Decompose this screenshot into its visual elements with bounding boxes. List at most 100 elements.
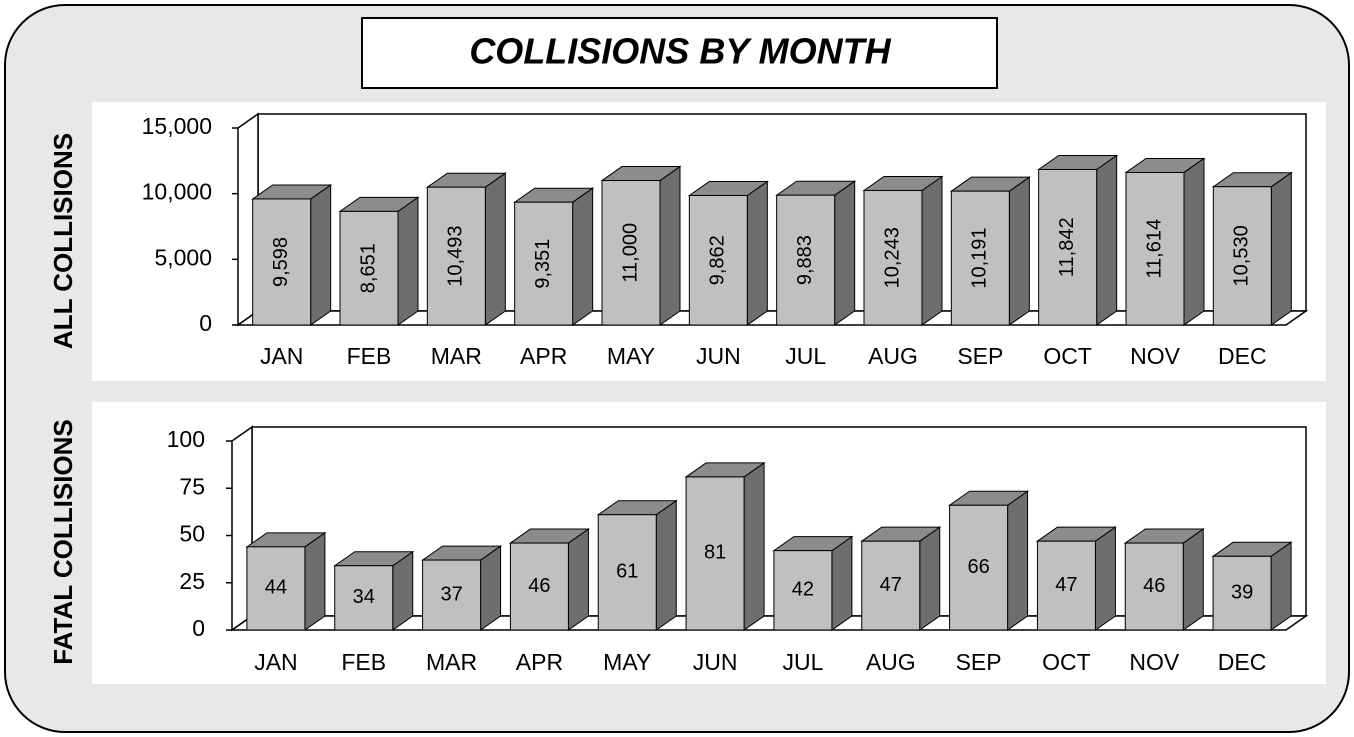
value-label: 66 <box>967 556 989 578</box>
x-tick-label: JUL <box>782 649 823 675</box>
bar-side <box>304 531 326 631</box>
value-label: 10,493 <box>445 226 467 287</box>
bar-side <box>1183 157 1205 326</box>
x-tick-label: SEP <box>957 343 1003 369</box>
value-label: 11,000 <box>619 223 641 283</box>
bar-side <box>1094 526 1116 631</box>
value-label: 46 <box>1143 575 1165 597</box>
bar <box>514 201 574 326</box>
x-tick-label: SEP <box>956 649 1002 675</box>
value-label: 9,883 <box>794 235 816 285</box>
value-label: 42 <box>792 579 814 601</box>
value-label: 9,598 <box>270 237 292 287</box>
x-tick-label: FEB <box>347 343 392 369</box>
bar-side <box>743 461 765 631</box>
x-tick-label: NOV <box>1129 649 1180 675</box>
bar <box>688 194 748 326</box>
bar <box>773 550 833 631</box>
bar <box>1124 542 1184 631</box>
value-label: 8,651 <box>357 243 379 293</box>
bar <box>252 198 312 326</box>
x-tick-label: APR <box>516 649 563 675</box>
x-tick-label: NOV <box>1130 343 1181 369</box>
bar-side <box>919 526 941 631</box>
title-box <box>361 17 998 89</box>
x-tick-label: MAR <box>426 649 477 675</box>
bar-side <box>1007 490 1029 631</box>
value-label: 11,614 <box>1143 219 1165 279</box>
bar <box>949 504 1009 631</box>
x-tick-label: MAY <box>603 649 651 675</box>
x-tick-label: FEB <box>341 649 386 675</box>
bar <box>776 194 836 326</box>
bar-side <box>1270 171 1292 326</box>
y-axis-label: ALL COLLISIONS <box>48 133 78 349</box>
value-label: 44 <box>265 577 287 599</box>
bar <box>950 190 1010 326</box>
value-label: 81 <box>704 542 726 564</box>
bar <box>1036 540 1096 631</box>
bar-side <box>655 499 677 631</box>
bar <box>422 559 482 631</box>
value-label: 34 <box>353 586 375 608</box>
bar <box>685 476 745 631</box>
value-label: 11,842 <box>1056 217 1078 277</box>
x-tick-label: AUG <box>866 649 916 675</box>
bar-side <box>746 180 768 326</box>
bar <box>597 514 657 631</box>
y-tick-label: 75 <box>179 473 205 499</box>
bar <box>246 546 306 631</box>
x-tick-label: JUN <box>693 649 738 675</box>
bar <box>1212 555 1272 631</box>
x-tick-label: AUG <box>868 343 918 369</box>
bar-side <box>1008 176 1030 326</box>
x-tick-label: MAY <box>607 343 655 369</box>
value-label: 46 <box>528 575 550 597</box>
value-label: 9,862 <box>707 235 729 285</box>
y-tick-label: 5,000 <box>154 244 212 270</box>
bar-side <box>572 187 594 326</box>
value-label: 10,243 <box>881 227 903 288</box>
value-label: 61 <box>616 561 638 583</box>
bar <box>339 210 399 326</box>
chart-title: COLLISIONS BY MONTH <box>469 31 891 72</box>
x-tick-label: OCT <box>1042 649 1091 675</box>
bar <box>861 540 921 631</box>
bar-side <box>1096 154 1118 326</box>
bar-side <box>567 528 589 631</box>
x-tick-label: OCT <box>1043 343 1092 369</box>
bar <box>863 189 923 326</box>
x-tick-label: JUN <box>696 343 741 369</box>
bar-side <box>1182 528 1204 631</box>
value-label: 47 <box>880 574 902 596</box>
bar <box>1212 186 1272 326</box>
bar-side <box>834 180 856 326</box>
bar <box>509 542 569 631</box>
bar-side <box>1270 541 1292 631</box>
bar-side <box>484 172 506 326</box>
bar <box>1038 168 1098 326</box>
bar-side <box>480 545 502 631</box>
bar <box>1125 171 1185 326</box>
x-tick-label: JAN <box>260 343 303 369</box>
y-tick-label: 25 <box>179 568 205 594</box>
y-tick-label: 0 <box>199 310 212 336</box>
y-axis-label: FATAL COLLISIONS <box>48 419 78 665</box>
bar <box>334 565 394 631</box>
value-label: 10,191 <box>969 227 991 288</box>
y-tick-label: 0 <box>192 615 205 641</box>
x-tick-label: DEC <box>1218 343 1267 369</box>
bar-side <box>831 535 853 631</box>
y-tick-label: 15,000 <box>142 113 212 139</box>
value-label: 10,530 <box>1231 225 1253 286</box>
y-tick-label: 10,000 <box>142 179 212 205</box>
bar-side <box>397 196 419 326</box>
value-label: 9,351 <box>532 239 554 289</box>
bar-side <box>921 175 943 326</box>
x-tick-label: JUL <box>785 343 826 369</box>
x-tick-label: DEC <box>1218 649 1267 675</box>
bar <box>426 186 486 326</box>
x-tick-label: JAN <box>254 649 297 675</box>
bar-side <box>310 183 332 326</box>
